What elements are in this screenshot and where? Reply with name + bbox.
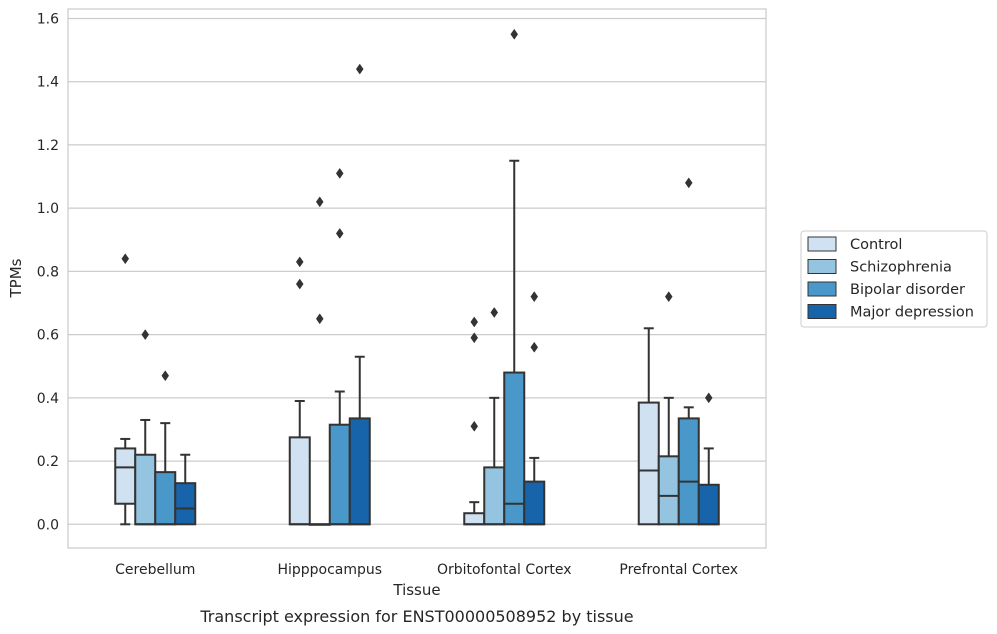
outlier-marker [470,316,479,328]
outlier-marker [530,291,539,303]
box-iqr [114,447,137,505]
box-iqr [637,401,660,526]
chart-caption: Transcript expression for ENST0000050895… [199,607,633,626]
legend-swatch [807,281,837,297]
box-iqr [463,512,486,526]
box-iqr [328,423,351,526]
legend-label: Major depression [850,305,974,321]
outlier-marker [315,313,324,325]
outlier-marker [161,370,170,382]
box-group [697,392,720,526]
outlier-marker [121,253,130,265]
outlier-marker [355,63,364,75]
y-tick-label: 1.6 [37,11,59,27]
y-tick-label: 0.2 [37,454,59,470]
legend-label: Control [850,237,902,253]
box-group [677,177,700,526]
x-tick-label: Hipppocampus [277,562,382,578]
legend-swatch [807,259,837,274]
box-iqr [677,417,700,526]
box-group [114,253,137,526]
box-group [637,327,660,526]
box-iqr [174,482,197,526]
outlier-marker [315,196,324,208]
x-tick-label: Prefrontal Cortex [619,562,738,578]
outlier-marker [470,332,479,344]
box-group [174,453,197,526]
gridlines [68,17,766,525]
y-tick-label: 0.0 [37,517,59,533]
y-tick-label: 1.2 [37,138,59,154]
outlier-marker [335,167,344,179]
legend-frame [800,230,988,328]
outlier-marker [335,228,344,239]
y-tick-label: 0.4 [37,391,59,407]
box-group [134,329,157,526]
box-iqr [134,453,157,526]
box-iqr [483,466,506,526]
outlier-marker [530,341,539,353]
legend-swatch [807,236,837,252]
outlier-marker [704,392,713,404]
y-tick-label: 1.0 [37,201,59,217]
box-group [348,63,371,526]
box-group [483,307,506,526]
outlier-marker [295,278,304,290]
box-group [288,256,311,526]
x-tick-labels: Cerebellum Hipppocampus Orbitofontal Corte… [115,562,738,578]
y-tick-label: 0.8 [37,264,59,280]
legend-label: Bipolar disorder [850,282,965,298]
box-iqr [503,371,526,526]
y-tick-label: 1.4 [37,75,59,91]
box-group [308,196,331,526]
x-tick-label: Cerebellum [115,562,195,578]
outlier-marker [684,177,693,189]
box-group [503,28,526,526]
legend-swatch [807,304,837,319]
box-group [328,167,351,526]
box-iqr [697,483,720,526]
box-iqr [154,471,177,526]
outlier-marker [490,307,499,318]
legend: Control Schizophrenia Bipolar disorder Majo… [800,230,988,328]
box-group [154,370,177,526]
box-elements [114,28,720,526]
legend-label: Schizophrenia [850,260,952,276]
outlier-marker [510,28,519,40]
box-group [463,316,486,526]
plot-frame [67,8,767,549]
box-group [657,291,680,526]
outlier-marker [664,291,673,303]
box-iqr [523,480,546,526]
x-axis-label: Tissue [392,581,440,599]
outlier-marker [470,420,479,432]
x-tick-label: Orbitofontal Cortex [437,562,572,578]
y-tick-label: 0.6 [37,328,59,344]
box-iqr [348,417,371,526]
box-group [523,291,546,526]
outlier-marker [141,329,150,341]
box-iqr [657,455,680,526]
y-axis-label: TPMs [7,258,25,298]
y-tick-labels: 0.0 0.2 0.4 0.6 0.8 1.0 1.2 1.4 1.6 [37,11,59,533]
outlier-marker [295,256,304,268]
box-iqr [288,436,311,526]
